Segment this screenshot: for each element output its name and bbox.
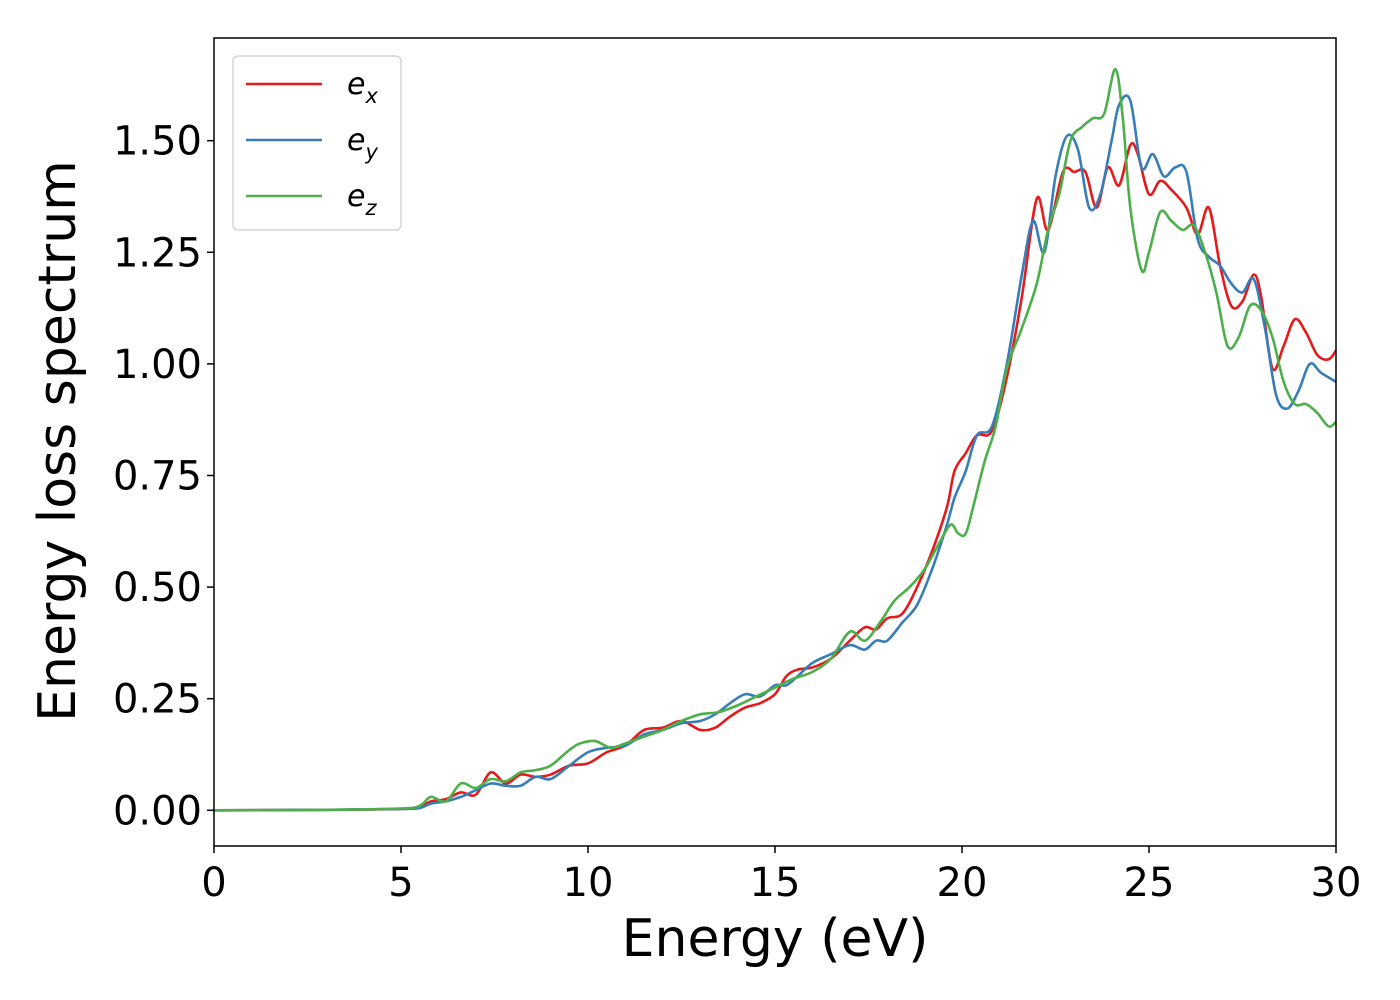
x-tick-label: 10	[563, 860, 614, 906]
series-line-x	[214, 141, 1336, 812]
y-axis: 0.00 0.25 0.50 0.75 1.00 1.25 1.50	[113, 119, 214, 834]
y-tick-label: 1.50	[113, 119, 202, 165]
x-tick-label: 25	[1124, 860, 1175, 906]
x-axis: 0 5 10 15 20 25 30	[201, 846, 1361, 906]
y-tick-label: 0.00	[113, 788, 202, 834]
series-line-z	[214, 67, 1336, 812]
x-tick-label: 0	[201, 860, 226, 906]
legend-label-z: ez	[347, 179, 377, 220]
x-tick-label: 15	[750, 860, 801, 906]
x-tick-label: 30	[1311, 860, 1362, 906]
y-tick-label: 0.50	[113, 565, 202, 611]
y-tick-label: 1.00	[113, 342, 202, 388]
y-axis-title: Energy loss spectrum	[28, 160, 88, 722]
series-line-y	[214, 94, 1336, 812]
x-tick-label: 5	[388, 860, 413, 906]
y-tick-label: 0.75	[113, 453, 202, 499]
series-layer	[214, 67, 1336, 812]
x-tick-label: 20	[937, 860, 988, 906]
y-tick-label: 1.25	[113, 230, 202, 276]
x-axis-title: Energy (eV)	[622, 909, 929, 969]
legend-box	[232, 55, 402, 231]
y-tick-label: 0.25	[113, 677, 202, 723]
